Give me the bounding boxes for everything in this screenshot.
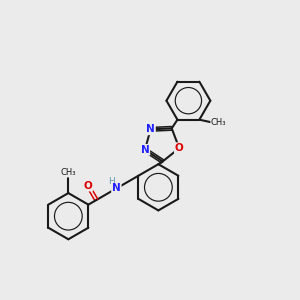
Text: H: H	[108, 178, 115, 187]
Text: CH₃: CH₃	[211, 118, 226, 127]
Text: O: O	[175, 143, 184, 153]
Text: CH₃: CH₃	[61, 168, 76, 177]
Text: N: N	[112, 184, 121, 194]
Text: N: N	[141, 145, 149, 155]
Text: O: O	[84, 181, 92, 190]
Text: N: N	[146, 124, 155, 134]
